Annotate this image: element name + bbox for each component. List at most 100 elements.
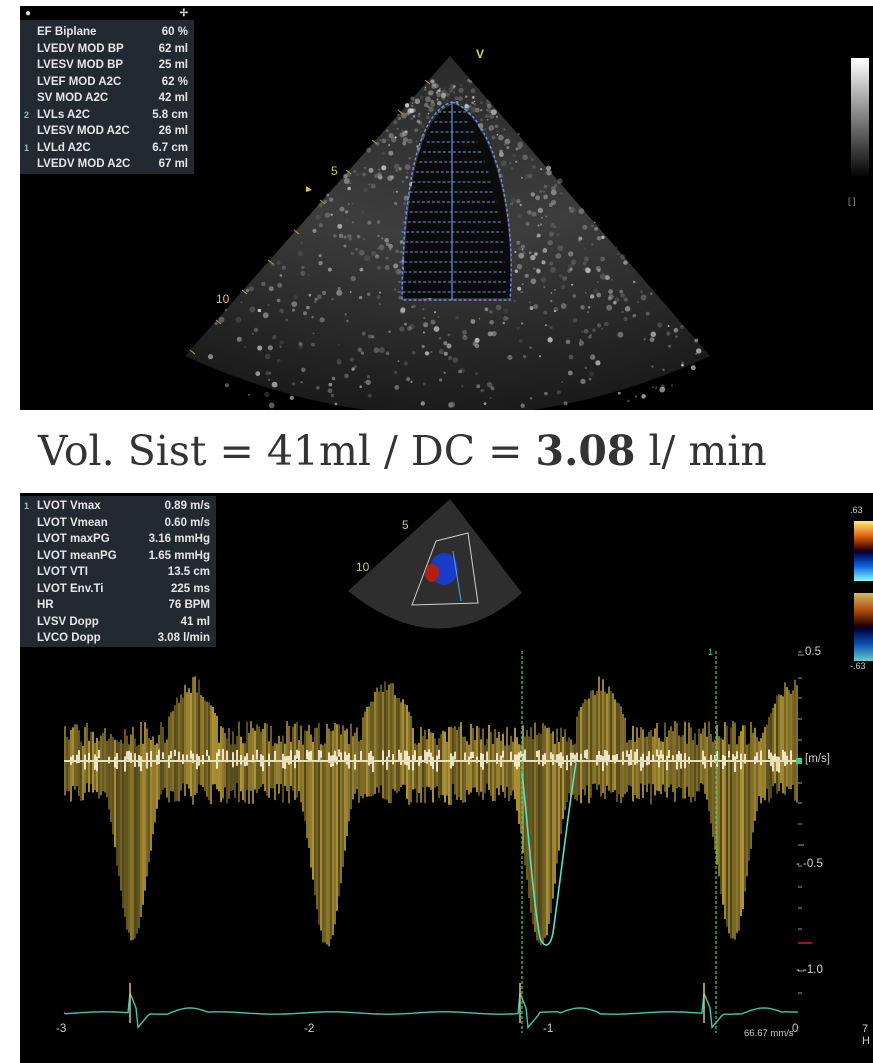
measurement-label: 1 LVLd A2C xyxy=(20,140,91,157)
x-tick-neg3: -3 xyxy=(56,1023,67,1035)
color-flow-red xyxy=(425,564,439,582)
measurement-name: LVEF MOD A2C xyxy=(37,75,122,88)
measurement-value: 5.8 cm xyxy=(152,108,188,121)
doppler-spectrum xyxy=(64,676,798,947)
x-tick-neg2: -2 xyxy=(304,1023,315,1035)
svg-text:[ ]: [ ] xyxy=(848,196,856,206)
measurement-name: LVCO Dopp xyxy=(37,632,101,644)
measurement-value: 62 % xyxy=(161,75,188,88)
measurement-value: 6.7 cm xyxy=(152,141,188,154)
depth-ticks xyxy=(189,79,431,355)
measurement-name: LVSV Dopp xyxy=(37,615,99,628)
measurement-value: 0.60 m/s xyxy=(164,516,210,529)
grey-scale-bar xyxy=(851,58,869,178)
x-tick-0: 0 xyxy=(792,1023,799,1035)
measurement-value: 67 ml xyxy=(158,158,188,170)
sweep-speed: 66.67 mm/s xyxy=(744,1028,794,1039)
panel-dot-icon: ● xyxy=(25,8,32,19)
measurement-row: 1 LVLd A2C 6.7 cm xyxy=(20,140,194,157)
measurement-row: LVOT Env.Ti 225 ms xyxy=(20,581,216,598)
measurement-value: 26 ml xyxy=(158,125,188,137)
measurement-label: 2 LVLs A2C xyxy=(20,107,90,124)
focus-marker xyxy=(306,186,312,192)
measurement-label: 1 LVOT Vmax xyxy=(20,498,101,515)
x-tick-neg1: -1 xyxy=(543,1023,554,1035)
measurement-name: LVOT meanPG xyxy=(37,549,117,562)
measurement-value: 62 ml xyxy=(158,42,188,55)
measurement-value: 225 ms xyxy=(170,582,210,595)
measurement-index: 1 xyxy=(24,501,30,511)
measurement-row: HR 76 BPM xyxy=(20,597,216,614)
sample-line xyxy=(452,550,462,602)
measurement-label: HR xyxy=(20,597,54,614)
measurement-name: LVOT Vmean xyxy=(37,516,108,529)
measurement-row: LVEDV MOD BP 62 ml xyxy=(20,41,194,58)
measurement-value: 3.16 mmHg xyxy=(148,533,210,545)
measurement-row: LVEDV MOD A2C 67 ml xyxy=(20,156,194,173)
color-box xyxy=(411,532,479,606)
mini-depth-10: 10 xyxy=(356,560,370,574)
measurement-name: SV MOD A2C xyxy=(37,92,109,104)
measurement-row: 2 LVLs A2C 5.8 cm xyxy=(20,107,194,124)
measurement-row: LVESV MOD BP 25 ml xyxy=(20,57,194,74)
measurement-row: EF Biplane 60 % xyxy=(20,24,194,41)
cursor-index: 1 xyxy=(708,647,714,657)
measurement-name: LVEDV MOD A2C xyxy=(37,158,131,170)
measurement-label: EF Biplane xyxy=(20,24,96,41)
measurement-index: 1 xyxy=(24,142,30,153)
measurement-label: LVEDV MOD BP xyxy=(20,41,124,58)
r-wave-markers xyxy=(129,983,705,1023)
caption-cardiac-output: 3.08 xyxy=(535,427,636,475)
measurement-value: 60 % xyxy=(161,26,188,38)
measurement-row: LVESV MOD A2C 26 ml xyxy=(20,123,194,140)
measurement-label: LVOT Env.Ti xyxy=(20,581,103,598)
measurement-label: LVSV Dopp xyxy=(20,614,99,631)
depth-label-10: 10 xyxy=(216,292,230,306)
velocity-axis-ticks xyxy=(798,654,804,994)
lv-contour xyxy=(401,101,512,301)
measurement-row: SV MOD A2C 42 ml xyxy=(20,90,194,107)
doppler-panel: 1 LVOT Vmax 0.89 m/s LVOT Vmean 0.60 m/s LVOT… xyxy=(20,493,873,1063)
y-tick-neg-0.5: - -0.5 xyxy=(796,858,823,870)
doppler-graphics xyxy=(63,499,873,1033)
measurement-row: LVOT Vmean 0.60 m/s xyxy=(20,515,216,532)
y-unit-label: [m/s] xyxy=(805,753,830,765)
measurement-label: SV MOD A2C xyxy=(20,90,108,107)
measurement-value: 42 ml xyxy=(158,92,188,104)
mini-depth-5: 5 xyxy=(402,518,409,532)
measurement-name: LVOT Env.Ti xyxy=(37,582,104,595)
measurement-name: EF Biplane xyxy=(37,26,97,38)
measurement-row: LVCO Dopp 3.08 l/min xyxy=(20,630,216,647)
color-scale-bar xyxy=(854,521,873,581)
measurement-row: LVEF MOD A2C 62 % xyxy=(20,74,194,91)
measurement-name: LVESV MOD A2C xyxy=(37,125,130,137)
measurement-row: LVOT maxPG 3.16 mmHg xyxy=(20,531,216,548)
baseline-marker xyxy=(796,758,802,764)
color-scale-top: .63 xyxy=(850,505,863,515)
measurement-row: LVOT meanPG 1.65 mmHg xyxy=(20,548,216,565)
measurement-name: LVLd A2C xyxy=(37,141,91,154)
vti-envelope-trace xyxy=(521,762,577,946)
measurement-value: 0.89 m/s xyxy=(164,500,210,512)
measurement-name: HR xyxy=(37,599,54,611)
measurement-label: LVESV MOD BP xyxy=(20,57,123,74)
depth-label-5: 5 xyxy=(331,164,338,178)
caption-prefix: Vol. Sist = 41ml / DC = xyxy=(38,427,536,475)
measurement-value: 41 ml xyxy=(180,615,210,628)
measurement-index: 2 xyxy=(24,109,30,120)
move-panel-icon[interactable]: ✢ xyxy=(179,8,188,19)
measurement-name: LVOT Vmax xyxy=(37,500,101,512)
measurement-value: 25 ml xyxy=(158,59,188,71)
measurement-label: LVCO Dopp xyxy=(20,630,101,647)
measurement-value: 3.08 l/min xyxy=(157,632,210,644)
measurement-name: LVOT maxPG xyxy=(37,533,110,545)
ecg-trace xyxy=(63,992,799,1030)
result-caption: Vol. Sist = 41ml / DC = 3.08 l/ min xyxy=(30,410,873,493)
measurement-label: LVOT Vmean xyxy=(20,515,108,532)
measurement-label: LVOT VTI xyxy=(20,564,88,581)
measurement-name: LVOT VTI xyxy=(37,566,88,578)
corner-indicator: 7 H xyxy=(862,1023,870,1047)
measurement-name: LVLs A2C xyxy=(37,108,91,121)
measurement-label: LVEDV MOD A2C xyxy=(20,156,130,173)
orientation-marker: V xyxy=(476,47,485,61)
